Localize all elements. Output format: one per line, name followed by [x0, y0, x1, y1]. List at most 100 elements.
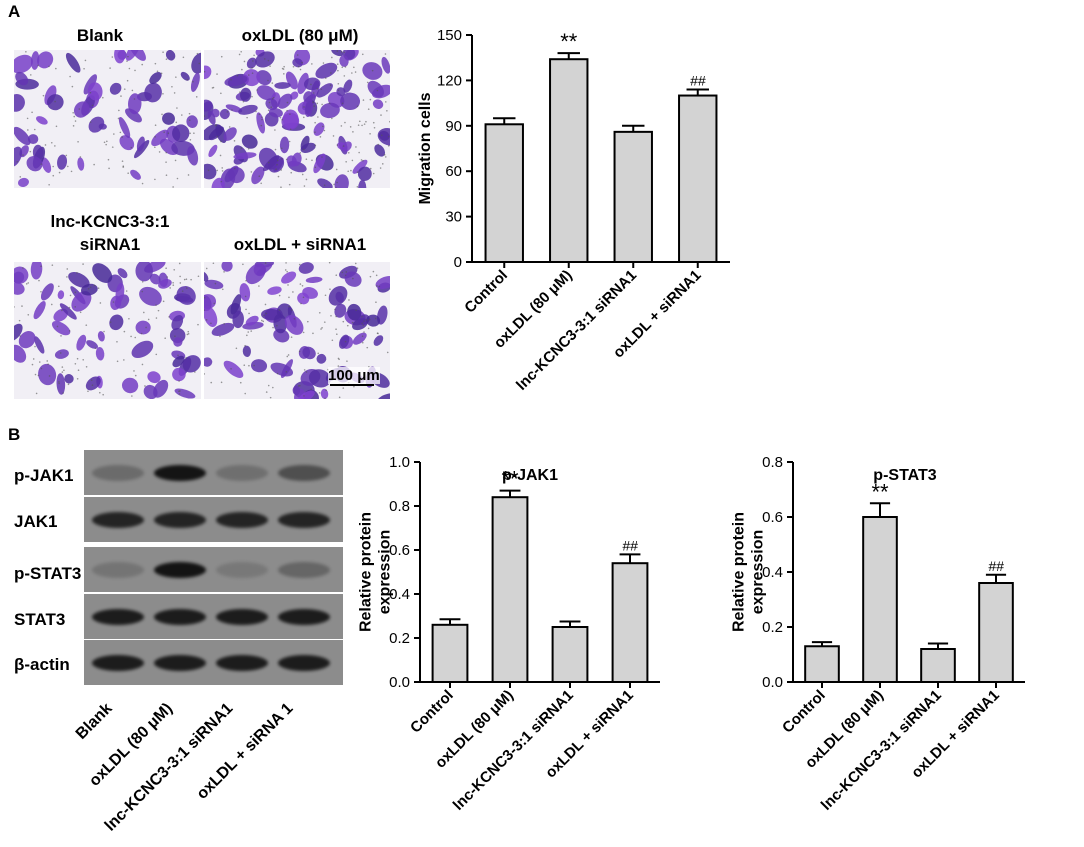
cell	[97, 331, 105, 342]
micrograph-blank	[14, 50, 201, 188]
pore-dot	[368, 318, 371, 321]
pore-dot	[67, 383, 70, 386]
cell	[250, 359, 268, 373]
pore-dot	[343, 75, 346, 77]
pore-dot	[342, 145, 345, 147]
cell	[239, 283, 251, 302]
pore-dot	[369, 275, 372, 278]
cell	[297, 72, 309, 95]
y-tick-label: 0	[454, 254, 462, 271]
pore-dot	[329, 288, 331, 291]
pore-dot	[349, 126, 352, 128]
pore-dot	[325, 389, 327, 392]
x-tick-label: Control	[407, 687, 457, 737]
cell	[139, 286, 162, 306]
pore-dot	[19, 176, 22, 178]
cell	[240, 87, 252, 102]
pore-dot	[162, 93, 164, 95]
pore-dot	[244, 344, 246, 347]
pore-dot	[57, 285, 60, 288]
pore-dot	[161, 113, 163, 116]
pore-dot	[154, 146, 156, 149]
cell	[14, 126, 31, 146]
cell	[187, 146, 199, 166]
pore-dot	[66, 276, 68, 278]
blot-band	[278, 464, 330, 481]
pore-dot	[77, 369, 80, 372]
pore-dot	[111, 146, 114, 148]
pore-dot	[272, 386, 274, 389]
pore-dot	[164, 337, 166, 340]
pore-dot	[255, 110, 257, 113]
pore-dot	[302, 296, 305, 299]
pore-dot	[314, 121, 316, 124]
blot-band	[154, 654, 206, 671]
pore-dot	[269, 65, 271, 67]
pore-dot	[123, 330, 126, 333]
pore-dot	[286, 355, 289, 358]
cell	[131, 340, 154, 359]
cell	[303, 77, 321, 91]
cell	[291, 152, 302, 167]
pore-dot	[311, 159, 313, 162]
cell	[279, 136, 290, 154]
blot-band	[154, 464, 206, 481]
pore-dot	[141, 63, 144, 66]
y-tick-label: 0.0	[762, 674, 783, 691]
pore-dot	[287, 284, 289, 286]
pore-dot	[356, 105, 359, 107]
pore-dot	[342, 320, 345, 323]
pore-dot	[145, 326, 147, 329]
pore-dot	[33, 128, 36, 131]
pore-dot	[131, 395, 133, 397]
pore-dot	[352, 131, 354, 133]
pore-dot	[119, 131, 122, 134]
pore-dot	[163, 131, 165, 133]
cell	[130, 169, 141, 180]
pore-dot	[236, 74, 239, 77]
pore-dot	[350, 169, 352, 172]
cell	[135, 320, 151, 335]
pore-dot	[344, 66, 347, 68]
cell	[76, 334, 87, 351]
pore-dot	[22, 154, 24, 156]
cell	[277, 93, 293, 109]
pore-dot	[220, 92, 222, 95]
cell	[14, 54, 33, 74]
pore-dot	[274, 148, 277, 151]
cell	[14, 146, 23, 167]
cell	[204, 271, 209, 282]
pore-dot	[344, 340, 347, 343]
cell	[204, 163, 217, 180]
pore-dot	[265, 391, 268, 393]
pore-dot	[243, 364, 246, 367]
pore-dot	[363, 123, 366, 125]
cell	[233, 152, 257, 160]
pore-dot	[185, 278, 188, 281]
pore-dot	[74, 120, 77, 122]
cell	[26, 156, 43, 172]
pore-dot	[354, 71, 357, 73]
panel-a-letter: A	[8, 2, 21, 21]
pore-dot	[265, 312, 268, 315]
pore-dot	[311, 63, 313, 65]
pore-dot	[303, 369, 306, 371]
significance-mark: **	[871, 479, 889, 504]
pore-dot	[29, 74, 32, 76]
pore-dot	[48, 375, 51, 377]
pore-dot	[360, 159, 363, 161]
pore-dot	[247, 331, 250, 333]
scale-bar-label: 100 μm	[328, 367, 380, 384]
cell	[33, 301, 46, 320]
pore-dot	[38, 361, 41, 363]
pore-dot	[336, 333, 338, 336]
cell	[204, 305, 218, 328]
pore-dot	[52, 174, 55, 177]
pore-dot	[256, 89, 258, 91]
pore-dot	[172, 186, 174, 188]
pore-dot	[383, 154, 386, 156]
pore-dot	[154, 124, 157, 127]
pore-dot	[16, 160, 19, 163]
pore-dot	[307, 320, 309, 323]
pore-dot	[228, 126, 231, 128]
